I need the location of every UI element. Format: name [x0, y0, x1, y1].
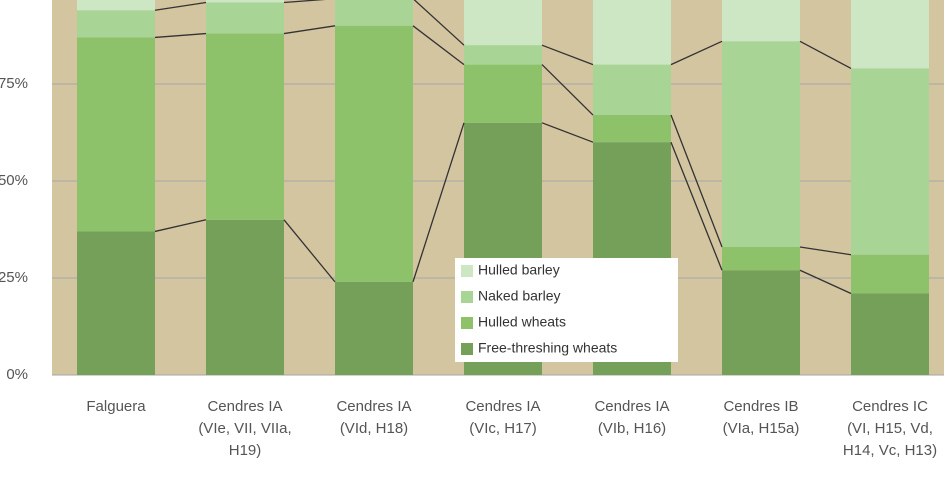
bar-segment: [851, 0, 929, 69]
series-line: [670, 141, 723, 271]
bar-segment: [335, 25, 413, 282]
legend-label: Hulled wheats: [478, 314, 566, 330]
x-tick-label: Cendres IA (VId, H18): [336, 398, 411, 437]
series-line: [283, 25, 336, 35]
bar-segment: [593, 64, 671, 116]
bar-segment: [593, 115, 671, 143]
series-line: [799, 40, 852, 70]
bar-segment: [335, 0, 413, 26]
x-tick-label: Cendres IB (VIa, H15a): [723, 398, 800, 437]
bar-segment: [77, 231, 155, 375]
x-tick-label: Cendres IA (VIe, VII, VIIa, H19): [198, 398, 291, 459]
bar-segment: [722, 0, 800, 42]
legend-swatch: [461, 265, 473, 277]
legend-label: Free-threshing wheats: [478, 340, 617, 356]
series-line: [154, 32, 207, 39]
x-tick-label: Falguera: [86, 398, 146, 415]
bar-segment: [851, 254, 929, 294]
x-tick-label: Cendres IA (VIc, H17): [465, 398, 540, 437]
bar-segment: [206, 219, 284, 375]
series-line: [670, 114, 723, 248]
bar-segment: [206, 33, 284, 220]
bar-segment: [722, 41, 800, 247]
legend-swatch: [461, 291, 473, 303]
legend-label: Naked barley: [478, 288, 561, 304]
series-line: [154, 219, 207, 233]
series-line: [799, 246, 852, 256]
legend: Free-threshing wheats Hulled wheats Naked …: [455, 258, 678, 362]
bar-segment: [206, 0, 284, 3]
bar-segment: [77, 10, 155, 38]
legend-box: [455, 258, 678, 362]
bar-segment: [722, 246, 800, 271]
bar-segment: [722, 270, 800, 375]
x-tick-label: Cendres IA (VIb, H16): [594, 398, 669, 437]
bar-segment: [206, 2, 284, 34]
series-line: [541, 64, 594, 116]
bar-segment: [593, 0, 671, 65]
y-tick-label: 0%: [6, 366, 28, 383]
bar-segment: [851, 68, 929, 255]
bar-segment: [77, 37, 155, 232]
legend-label: Hulled barley: [478, 262, 560, 278]
legend-swatch: [461, 343, 473, 355]
bar-segment: [464, 0, 542, 46]
series-line: [670, 40, 723, 66]
series-line: [541, 122, 594, 143]
y-tick-label: 75%: [0, 75, 28, 92]
y-tick-label: 50%: [0, 172, 28, 189]
series-line: [541, 44, 594, 66]
series-line: [412, 25, 465, 66]
series-line: [799, 269, 852, 295]
bar-segment: [464, 64, 542, 123]
series-line: [154, 1, 207, 11]
series-line: [283, 0, 326, 4]
series-line: [283, 219, 336, 283]
y-tick-label: 25%: [0, 269, 28, 286]
series-line: [412, 122, 465, 283]
bar-segment: [851, 293, 929, 375]
bar-segment: [77, 0, 155, 11]
x-tick-label: Cendres IC (VI, H15, Vd, H14, Vc, H13): [843, 398, 937, 459]
legend-swatch: [461, 317, 473, 329]
series-line: [413, 0, 465, 46]
bar-segment: [464, 45, 542, 65]
bar-segment: [335, 281, 413, 375]
